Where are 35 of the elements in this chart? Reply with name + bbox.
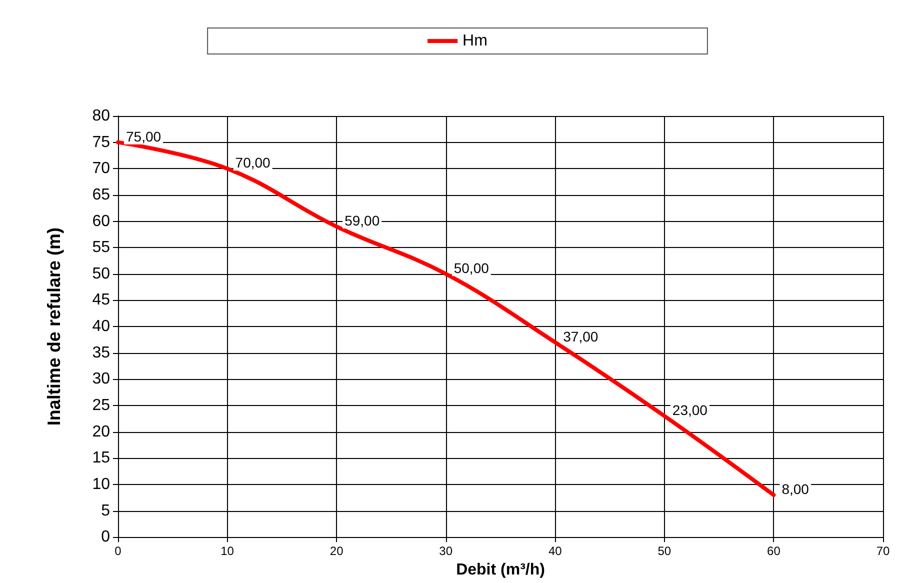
data-label: 70,00 [235,154,271,171]
y-tick-label: 35 [92,344,110,362]
x-axis-title: Debit (m³/h) [456,562,545,578]
data-label: 59,00 [344,212,380,229]
data-label: 23,00 [672,402,708,418]
x-tick-label: 0 [114,544,122,558]
y-tick-label: 80 [92,108,110,124]
y-axis-title: Inaltime de refulare (m) [44,228,64,426]
data-label: 8,00 [782,480,810,497]
x-tick-label: 70 [876,544,890,558]
y-tick-label: 20 [92,423,110,440]
y-tick-label: 50 [92,265,110,282]
data-label: 75,00 [126,128,162,144]
x-tick-label: 60 [767,544,781,558]
y-tick-label: 55 [92,239,110,256]
y-tick-label: 5 [101,502,110,520]
x-tick-label: 30 [439,544,453,558]
y-tick-label: 70 [92,160,110,178]
data-label: 50,00 [454,260,490,276]
legend-label: Hm [462,32,488,50]
x-tick-label: 10 [220,544,234,558]
x-tick-label: 20 [330,544,344,558]
y-tick-label: 0 [101,528,110,546]
y-tick-label: 40 [92,318,110,336]
y-tick-label: 45 [92,292,110,309]
data-label: 37,00 [563,328,598,344]
y-tick-label: 15 [92,450,110,467]
y-tick-label: 25 [92,397,110,414]
y-tick-label: 65 [92,186,110,204]
x-tick-label: 40 [548,544,562,558]
y-tick-label: 30 [92,370,110,388]
y-tick-label: 60 [92,212,110,230]
y-tick-label: 75 [92,134,110,151]
x-tick-label: 50 [658,544,672,558]
y-tick-label: 10 [92,476,110,493]
